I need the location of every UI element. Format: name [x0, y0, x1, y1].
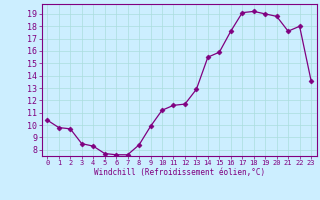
X-axis label: Windchill (Refroidissement éolien,°C): Windchill (Refroidissement éolien,°C) — [94, 168, 265, 177]
